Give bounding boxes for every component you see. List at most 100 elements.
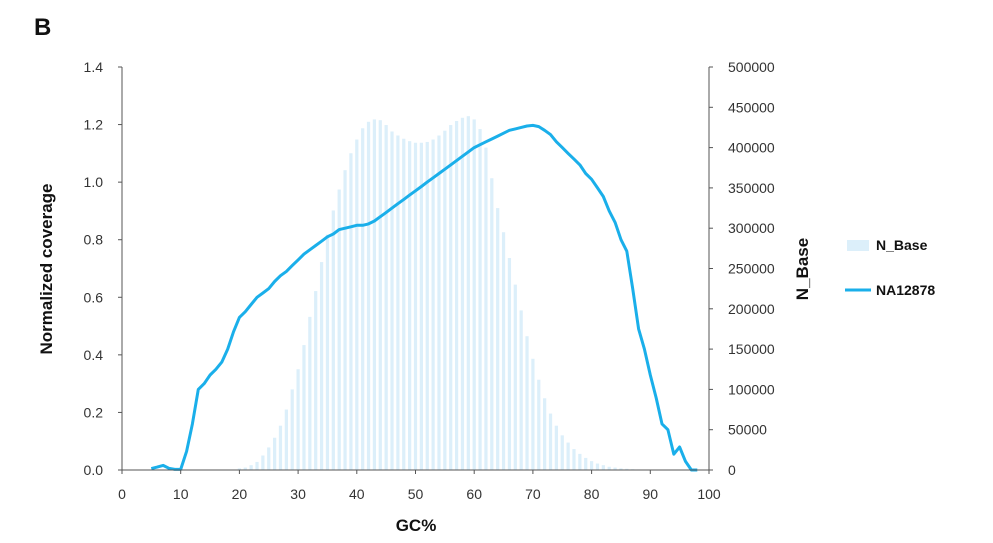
bar-n-base xyxy=(566,442,570,470)
y-right-tick-label: 50000 xyxy=(728,422,767,438)
bar-n-base xyxy=(484,147,488,470)
bar-n-base xyxy=(578,453,582,470)
bar-n-base xyxy=(537,379,541,470)
bar-n-base xyxy=(619,468,623,470)
y-right-tick-label: 150000 xyxy=(728,341,775,357)
bar-n-base xyxy=(443,130,447,470)
x-tick-label: 20 xyxy=(232,486,248,502)
bar-n-base xyxy=(584,457,588,470)
y-right-tick-label: 0 xyxy=(728,462,736,478)
bar-n-base xyxy=(501,232,506,470)
bar-n-base xyxy=(319,262,324,470)
panel-label: B xyxy=(34,14,52,41)
y-right-tick-label: 200000 xyxy=(728,301,775,317)
x-tick-label: 30 xyxy=(290,486,306,502)
bar-n-base xyxy=(607,466,611,470)
y-left-tick-label: 1.0 xyxy=(84,174,104,190)
bar-n-base xyxy=(613,467,617,470)
bar-n-base xyxy=(267,447,271,470)
bar-n-base xyxy=(402,138,406,470)
y-left-tick-label: 0.6 xyxy=(84,289,104,305)
x-tick-label: 0 xyxy=(118,486,126,502)
line-na12878 xyxy=(150,123,698,472)
x-tick-label: 80 xyxy=(584,486,600,502)
legend-swatch-n-base xyxy=(847,240,869,251)
x-tick-label: 100 xyxy=(697,486,721,502)
y-right-tick-label: 400000 xyxy=(728,140,775,156)
bar-n-base xyxy=(278,425,283,470)
bar-n-base xyxy=(531,358,535,470)
y-left-tick-label: 0.8 xyxy=(84,232,104,248)
y-right-tick-label: 350000 xyxy=(728,180,775,196)
bar-n-base xyxy=(431,139,435,471)
bar-n-base xyxy=(560,435,564,470)
bar-n-base xyxy=(378,120,382,471)
legend-label-na12878: NA12878 xyxy=(876,282,935,298)
y-left-tick-label: 0.4 xyxy=(84,347,104,363)
bar-n-base xyxy=(384,125,388,471)
bar-n-base xyxy=(601,465,605,470)
bar-n-base xyxy=(425,141,429,470)
bar-series-n-base xyxy=(237,116,647,471)
bar-n-base xyxy=(243,467,247,470)
bar-n-base xyxy=(413,142,418,471)
bar-n-base xyxy=(460,117,465,470)
bar-n-base xyxy=(548,413,553,470)
bar-n-base xyxy=(419,142,423,471)
bar-n-base xyxy=(478,129,482,470)
bar-n-base xyxy=(466,116,470,470)
bar-n-base xyxy=(543,398,547,470)
bar-n-base xyxy=(290,389,294,470)
y-left-tick-label: 0.2 xyxy=(84,404,104,420)
bar-n-base xyxy=(308,316,312,470)
x-axis-title: GC% xyxy=(396,516,437,535)
bar-n-base xyxy=(331,210,335,470)
bar-n-base xyxy=(589,461,594,470)
bar-n-base xyxy=(372,119,377,470)
y-right-tick-label: 450000 xyxy=(728,99,775,115)
y-left-axis-title: Normalized coverage xyxy=(37,183,56,354)
bar-n-base xyxy=(273,437,277,470)
bar-n-base xyxy=(337,189,341,470)
bar-n-base xyxy=(472,119,476,470)
legend: N_Base NA12878 xyxy=(845,237,935,298)
bar-n-base xyxy=(554,425,558,470)
bar-n-base xyxy=(255,461,259,470)
bar-n-base xyxy=(437,135,441,470)
x-tick-label: 90 xyxy=(643,486,659,502)
bar-n-base xyxy=(496,208,500,471)
bar-n-base xyxy=(454,121,459,470)
y-right-tick-label: 500000 xyxy=(728,59,775,75)
bar-n-base xyxy=(325,234,330,470)
bar-n-base xyxy=(408,141,412,471)
bar-n-base xyxy=(302,345,306,470)
y-left-tick-label: 1.4 xyxy=(84,59,104,75)
bar-n-base xyxy=(237,468,242,470)
bar-n-base xyxy=(595,463,600,470)
axes xyxy=(118,66,713,474)
bar-n-base xyxy=(525,336,529,470)
bar-n-base xyxy=(396,135,400,470)
y-right-tick-label: 250000 xyxy=(728,261,775,277)
bar-n-base xyxy=(625,468,629,470)
bar-n-base xyxy=(284,409,288,470)
bar-n-base xyxy=(361,128,365,471)
bar-n-base xyxy=(507,258,512,470)
x-tick-label: 70 xyxy=(525,486,541,502)
y-right-tick-label: 100000 xyxy=(728,381,775,397)
x-tick-label: 60 xyxy=(466,486,482,502)
bar-n-base xyxy=(390,131,394,471)
bar-n-base xyxy=(366,121,371,471)
x-tick-label: 10 xyxy=(173,486,189,502)
bar-n-base xyxy=(572,449,576,470)
bar-n-base xyxy=(513,284,517,470)
x-tick-label: 50 xyxy=(408,486,424,502)
legend-label-n-base: N_Base xyxy=(876,237,928,253)
y-left-tick-label: 0.0 xyxy=(84,462,104,478)
x-tick-label: 40 xyxy=(349,486,365,502)
bar-n-base xyxy=(519,310,523,470)
bar-n-base xyxy=(490,178,494,470)
y-left-tick-label: 1.2 xyxy=(84,117,104,133)
bar-n-base xyxy=(349,153,353,470)
